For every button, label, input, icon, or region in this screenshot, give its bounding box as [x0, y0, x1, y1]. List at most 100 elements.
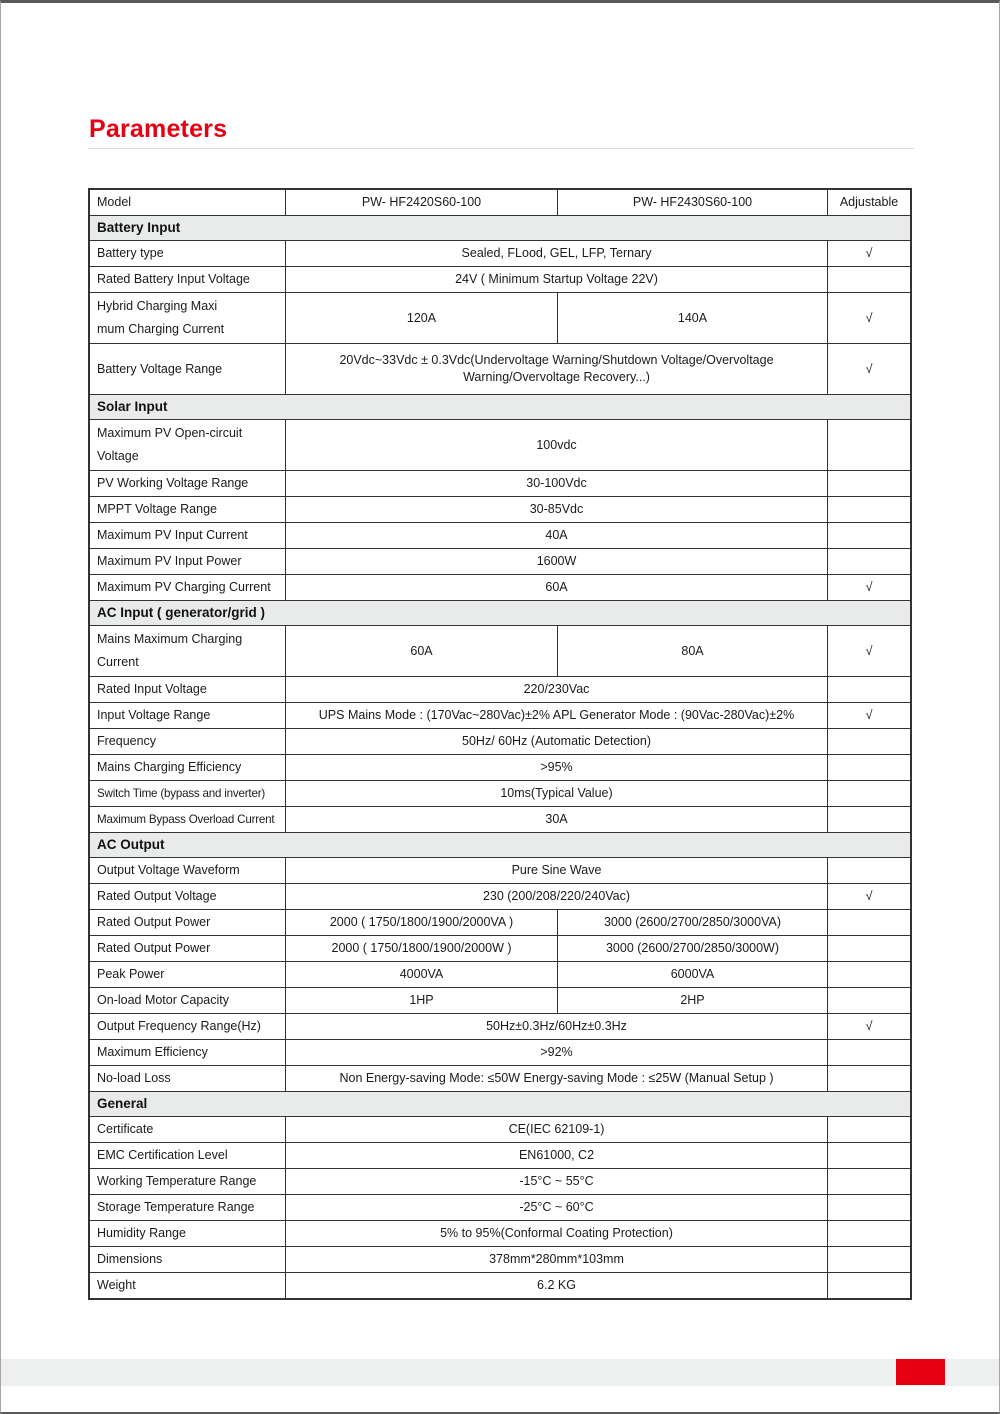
- param-label: Maximum PV Input Power: [90, 549, 286, 574]
- section-row: Solar Input: [90, 395, 910, 420]
- table-row: MPPT Voltage Range 30-85Vdc: [90, 497, 910, 523]
- param-label: Maximum Efficiency: [90, 1040, 286, 1065]
- param-value: 24V ( Minimum Startup Voltage 22V): [286, 267, 828, 292]
- adjustable-check: √: [865, 580, 873, 595]
- table-row: Rated Output Power 2000 ( 1750/1800/1900/…: [90, 910, 910, 936]
- table-row: Humidity Range 5% to 95%(Conformal Coatin…: [90, 1221, 910, 1247]
- param-value-model2: 3000 (2600/2700/2850/3000VA): [558, 910, 828, 935]
- adjustable-check: √: [865, 246, 873, 261]
- table-row: Dimensions 378mm*280mm*103mm: [90, 1247, 910, 1273]
- param-value: 50Hz/ 60Hz (Automatic Detection): [286, 729, 828, 754]
- param-label: Battery Voltage Range: [90, 344, 286, 394]
- param-value: 30A: [286, 807, 828, 832]
- param-label: On-load Motor Capacity: [90, 988, 286, 1013]
- adjustable-check: [828, 988, 910, 1013]
- param-label: Switch Time (bypass and inverter): [90, 781, 286, 806]
- adjustable-check: √: [865, 1019, 873, 1034]
- param-value-model1: 1HP: [286, 988, 558, 1013]
- param-label: Rated Input Voltage: [90, 677, 286, 702]
- adjustable-check: [828, 781, 910, 806]
- param-value: 60A: [286, 575, 828, 600]
- adjustable-check: [828, 1143, 910, 1168]
- section-title: Solar Input: [97, 398, 168, 414]
- table-row: Model PW- HF2420S60-100 PW- HF2430S60-100 A…: [90, 190, 910, 216]
- table-row: Rated Input Voltage 220/230Vac: [90, 677, 910, 703]
- param-value-model1: PW- HF2420S60-100: [286, 190, 558, 215]
- adjustable-check: [828, 1040, 910, 1065]
- param-value: >92%: [286, 1040, 828, 1065]
- table-row: Maximum Efficiency >92%: [90, 1040, 910, 1066]
- param-label: Maximum PV Charging Current: [90, 575, 286, 600]
- param-label: Rated Output Power: [90, 910, 286, 935]
- param-value-model1: 60A: [286, 626, 558, 676]
- param-label: Output Frequency Range(Hz): [90, 1014, 286, 1039]
- param-value: 10ms(Typical Value): [286, 781, 828, 806]
- section-row: AC Output: [90, 833, 910, 858]
- param-label: Dimensions: [90, 1247, 286, 1272]
- table-row: Battery Voltage Range 20Vdc~33Vdc ± 0.3Vd…: [90, 344, 910, 395]
- adjustable-check: √: [865, 643, 873, 658]
- adjustable-check: [828, 755, 910, 780]
- param-value: 230 (200/208/220/240Vac): [286, 884, 828, 909]
- param-value: Sealed, FLood, GEL, LFP, Ternary: [286, 241, 828, 266]
- param-value: 5% to 95%(Conformal Coating Protection): [286, 1221, 828, 1246]
- param-value: 50Hz±0.3Hz/60Hz±0.3Hz: [286, 1014, 828, 1039]
- param-label: Frequency: [90, 729, 286, 754]
- param-label: Certificate: [90, 1117, 286, 1142]
- param-label: Working Temperature Range: [90, 1169, 286, 1194]
- adjustable-check: [828, 1247, 910, 1272]
- table-row: Frequency 50Hz/ 60Hz (Automatic Detection…: [90, 729, 910, 755]
- parameters-table: Model PW- HF2420S60-100 PW- HF2430S60-100 A…: [88, 188, 912, 1300]
- param-value-model2: 6000VA: [558, 962, 828, 987]
- param-label: Maximum PV Open-circuit Voltage: [90, 420, 286, 470]
- adjustable-check: √: [865, 361, 873, 376]
- param-label: Rated Output Voltage: [90, 884, 286, 909]
- table-row: On-load Motor Capacity 1HP 2HP: [90, 988, 910, 1014]
- table-row: EMC Certification Level EN61000, C2: [90, 1143, 910, 1169]
- param-value-model1: 120A: [286, 293, 558, 343]
- table-row: Maximum Bypass Overload Current 30A: [90, 807, 910, 833]
- adjustable-check: [828, 807, 910, 832]
- adjustable-check: [828, 497, 910, 522]
- section-row: AC Input ( generator/grid ): [90, 601, 910, 626]
- adjustable-check: [828, 1273, 910, 1298]
- section-title: AC Input ( generator/grid ): [97, 604, 265, 620]
- param-value: 30-85Vdc: [286, 497, 828, 522]
- param-value-model1: 2000 ( 1750/1800/1900/2000W ): [286, 936, 558, 961]
- adjustable-check: [828, 910, 910, 935]
- param-value: CE(IEC 62109-1): [286, 1117, 828, 1142]
- section-row: Battery Input: [90, 216, 910, 241]
- section-row: General: [90, 1092, 910, 1117]
- table-row: Mains Maximum Charging Current 60A 80A √: [90, 626, 910, 677]
- adjustable-check: [828, 1066, 910, 1091]
- param-value: UPS Mains Mode : (170Vac~280Vac)±2% APL …: [286, 703, 828, 728]
- param-value: 20Vdc~33Vdc ± 0.3Vdc(Undervoltage Warnin…: [286, 344, 828, 394]
- param-value: 30-100Vdc: [286, 471, 828, 496]
- footer-accent-mark: [896, 1359, 945, 1385]
- adjustable-check: [828, 471, 910, 496]
- adjustable-check: [828, 1169, 910, 1194]
- section-title: General: [97, 1095, 148, 1111]
- footer-band: [1, 1359, 999, 1386]
- param-label: Storage Temperature Range: [90, 1195, 286, 1220]
- param-value: 6.2 KG: [286, 1273, 828, 1298]
- adjustable-column-header: Adjustable: [839, 195, 899, 210]
- table-row: Input Voltage Range UPS Mains Mode : (170…: [90, 703, 910, 729]
- param-label: No-load Loss: [90, 1066, 286, 1091]
- adjustable-check: [828, 420, 910, 470]
- param-label: Weight: [90, 1273, 286, 1298]
- adjustable-check: [828, 962, 910, 987]
- adjustable-check: √: [865, 310, 873, 325]
- param-value: 220/230Vac: [286, 677, 828, 702]
- table-row: Weight 6.2 KG: [90, 1273, 910, 1298]
- param-label: MPPT Voltage Range: [90, 497, 286, 522]
- adjustable-check: [828, 1117, 910, 1142]
- param-label: Maximum PV Input Current: [90, 523, 286, 548]
- table-row: Maximum PV Input Current 40A: [90, 523, 910, 549]
- param-label: Mains Maximum Charging Current: [90, 626, 286, 676]
- param-value: 378mm*280mm*103mm: [286, 1247, 828, 1272]
- param-value-model1: 4000VA: [286, 962, 558, 987]
- table-row: Switch Time (bypass and inverter) 10ms(Ty…: [90, 781, 910, 807]
- param-label: Maximum Bypass Overload Current: [90, 807, 286, 832]
